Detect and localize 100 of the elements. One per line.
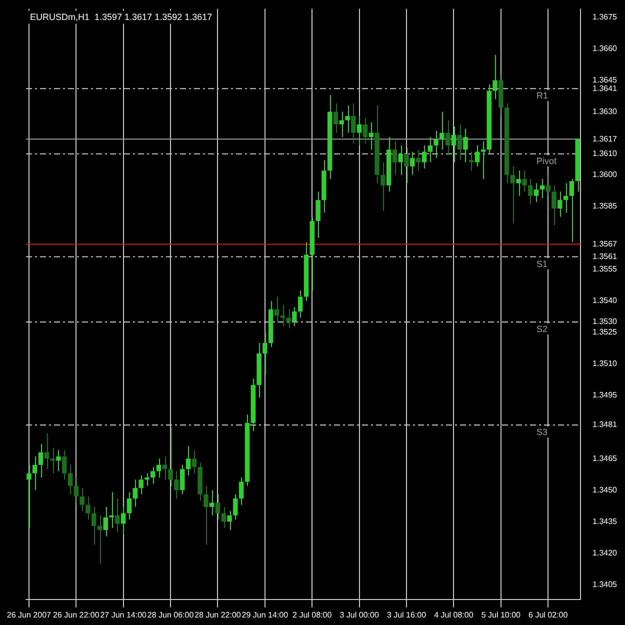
ref-line-label: Pivot [536, 156, 558, 166]
candlestick [404, 147, 409, 184]
y-tick-label: 1.3645 [592, 75, 618, 84]
candlestick [138, 474, 144, 495]
candlestick [398, 144, 403, 176]
candlestick [86, 496, 90, 520]
candlestick [186, 445, 191, 476]
candlestick [44, 432, 50, 470]
candlestick [97, 514, 102, 564]
y-tick-label: 1.3510 [592, 359, 618, 368]
candlestick [492, 54, 498, 100]
candlestick [126, 492, 132, 520]
x-tick-label: 3 Jul 00:00 [340, 610, 380, 620]
candlestick [351, 102, 356, 144]
y-tick-label: 1.3405 [592, 580, 618, 589]
candlestick [474, 144, 480, 167]
candlestick [74, 476, 79, 504]
candlestick [569, 178, 574, 243]
candlestick [356, 115, 362, 146]
candlestick [339, 111, 344, 138]
ref-line-label: S2 [536, 324, 548, 334]
y-tick-label: 1.3495 [592, 390, 618, 400]
y-tick-label: 1.3610 [592, 149, 618, 158]
y-tick-label: 1.3420 [592, 548, 618, 558]
candlestick [510, 166, 516, 224]
y-tick-label: 1.3567 [592, 239, 618, 248]
ref-line-label: R1 [536, 90, 548, 101]
x-tick-label: 28 Jun 06:00 [147, 610, 194, 620]
candlestick [91, 506, 96, 546]
ref-line-label: S3 [536, 426, 548, 437]
candlestick [298, 290, 303, 318]
x-tick-label: 27 Jun 14:00 [100, 610, 148, 620]
candlestick [362, 118, 368, 144]
candlestick [150, 466, 156, 484]
candlestick [132, 479, 138, 508]
candlestick [120, 506, 126, 535]
y-tick-label: 1.3555 [592, 264, 618, 274]
candlestick [103, 506, 108, 537]
candlestick [392, 140, 398, 176]
candlestick [238, 476, 244, 506]
candlestick [380, 162, 386, 212]
y-tick-label: 1.3660 [592, 44, 618, 53]
candlestick [522, 170, 527, 192]
y-tick-label: 1.3600 [592, 170, 618, 180]
candlestick [416, 149, 421, 172]
candlestick [109, 492, 114, 528]
x-tick-label: 26 Jun 2007 [6, 610, 52, 620]
candlestick [345, 104, 350, 134]
candlestick [168, 426, 173, 486]
y-tick-label: 1.3450 [592, 485, 618, 494]
candlestick [144, 472, 150, 486]
y-tick-label: 1.3525 [592, 328, 618, 337]
y-tick-label: 1.3435 [592, 516, 618, 526]
candlestick [563, 182, 568, 214]
candlestick [221, 506, 226, 528]
x-tick-label: 2 Jul 08:00 [292, 610, 332, 620]
y-tick-label: 1.3481 [592, 420, 618, 430]
candlestick [333, 102, 338, 134]
candlestick [62, 450, 67, 480]
candlestick [540, 178, 545, 198]
candlestick [451, 126, 456, 163]
candlestick [528, 178, 533, 205]
candlestick [480, 140, 486, 180]
y-tick-label: 1.3585 [592, 202, 618, 211]
candlestick [204, 485, 208, 546]
candlestick [286, 308, 291, 329]
candlestick [516, 170, 521, 196]
candlestick [233, 494, 238, 520]
candlestick [546, 174, 550, 196]
x-tick-label: 26 Jun 22:00 [53, 610, 100, 620]
candlestick [457, 124, 462, 161]
candlestick [262, 332, 268, 376]
y-tick-label: 1.3617 [592, 134, 618, 144]
y-tick-label: 1.3561 [592, 252, 618, 262]
candlestick [215, 494, 220, 520]
candlestick [180, 464, 185, 495]
x-tick-label: 3 Jul 16:00 [386, 610, 427, 620]
candlestick [115, 498, 120, 533]
candlestick [209, 490, 214, 516]
candlestick [316, 191, 320, 238]
candlestick [162, 456, 167, 480]
candlestick [32, 456, 38, 491]
candlestick [422, 144, 427, 170]
candlestick [440, 111, 444, 150]
candlestick [156, 458, 162, 478]
candlestick [80, 488, 84, 512]
candlestick [558, 191, 562, 218]
candlestick [274, 296, 280, 322]
y-tick-label: 1.3630 [592, 106, 618, 116]
candlestick [26, 464, 32, 528]
y-tick-label: 1.3675 [592, 12, 618, 22]
candlestick [445, 120, 450, 154]
x-tick-label: 4 Jul 08:00 [434, 610, 474, 620]
candlestick [227, 510, 232, 531]
candlestick [292, 306, 297, 327]
candlestick [192, 450, 196, 474]
x-tick-label: 29 Jun 14:00 [242, 610, 289, 620]
candlestick [68, 464, 73, 495]
candlestick [534, 182, 539, 203]
candlestick [552, 184, 556, 226]
